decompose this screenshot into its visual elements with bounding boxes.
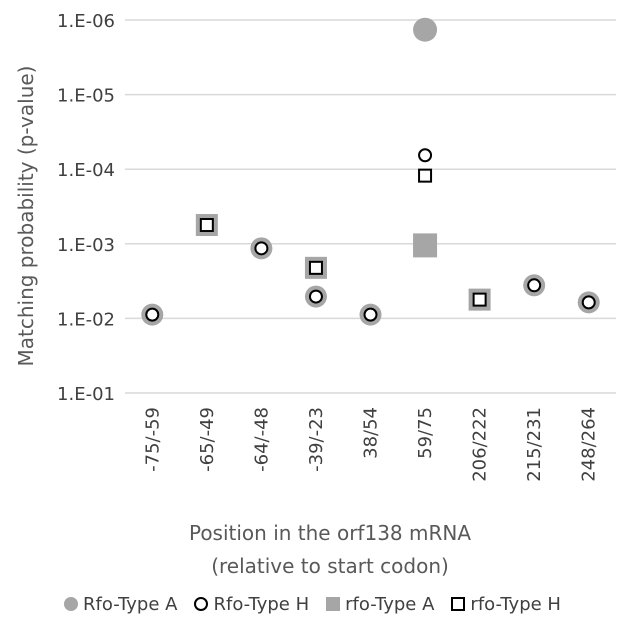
legend-item-rfo-type-h-upper: Rfo-Type H — [193, 594, 309, 615]
legend: Rfo-Type A Rfo-Type H rfo-Type A rfo-Typ… — [0, 592, 624, 616]
point-rfo-type-h — [418, 148, 433, 163]
x-tick-label: -39/-23 — [306, 407, 327, 472]
y-tick-label: 1.E-02 — [57, 309, 115, 330]
x-axis-label-line-2: (relative to start codon) — [211, 554, 449, 578]
legend-label: rfo-Type A — [345, 593, 435, 615]
point-rfo-type-h — [363, 307, 378, 322]
legend-label: Rfo-Type H — [213, 593, 310, 615]
y-tick-label: 1.E-01 — [57, 384, 115, 405]
legend-item-rfo-type-a-upper: Rfo-Type A — [63, 594, 177, 615]
point-rfo-type-h — [254, 241, 269, 256]
x-axis-label-line-1: Position in the orf138 mRNA — [189, 521, 471, 545]
point-rfo-type-h — [527, 278, 542, 293]
x-tick-label: 248/264 — [579, 407, 600, 482]
filled-square-marker-icon — [326, 597, 341, 611]
legend-label: rfo-Type H — [470, 593, 561, 615]
y-tick-label: 1.E-04 — [57, 160, 115, 181]
x-tick-labels: -75/-59 -65/-49 -64/-48 -39/-23 38/54 59/75 20… — [142, 407, 599, 482]
x-tick-label: -65/-49 — [197, 407, 218, 472]
legend-item-rfo-type-h-lower: rfo-Type H — [450, 594, 561, 615]
point-rfo-type-h — [308, 289, 323, 304]
y-tick-labels: 1.E-06 1.E-05 1.E-04 1.E-03 1.E-02 1.E-01 — [57, 11, 115, 405]
filled-circle-marker-icon — [64, 597, 79, 611]
x-tick-label: -64/-48 — [251, 407, 272, 472]
y-axis-label: Matching probability (p-value) — [14, 66, 38, 367]
x-tick-label: 59/75 — [415, 407, 436, 459]
point-rfo-type-h — [581, 295, 596, 310]
data-points — [141, 17, 600, 326]
point-rfo-type-a — [413, 233, 438, 258]
gridlines — [125, 19, 616, 394]
point-rfo-type-h — [145, 307, 160, 322]
open-square-marker-icon — [451, 597, 466, 611]
y-tick-label: 1.E-06 — [57, 11, 115, 32]
legend-label: Rfo-Type A — [83, 593, 178, 615]
legend-item-rfo-type-a-lower: rfo-Type A — [325, 594, 434, 615]
point-rfo-type-h — [418, 168, 433, 183]
x-tick-label: 38/54 — [361, 407, 382, 459]
x-tick-label: -75/-59 — [142, 407, 163, 472]
point-rfo-type-a — [413, 17, 438, 42]
point-rfo-type-h — [199, 218, 214, 233]
y-tick-label: 1.E-03 — [57, 235, 115, 256]
x-tick-label: 215/231 — [524, 407, 545, 482]
scatter-chart: 1.E-06 1.E-05 1.E-04 1.E-03 1.E-02 1.E-01 -75… — [14, 11, 616, 578]
y-tick-label: 1.E-05 — [57, 86, 115, 107]
x-tick-label: 206/222 — [470, 407, 491, 482]
point-rfo-type-h — [308, 260, 323, 275]
open-circle-marker-icon — [194, 597, 209, 611]
point-rfo-type-h — [472, 292, 487, 307]
